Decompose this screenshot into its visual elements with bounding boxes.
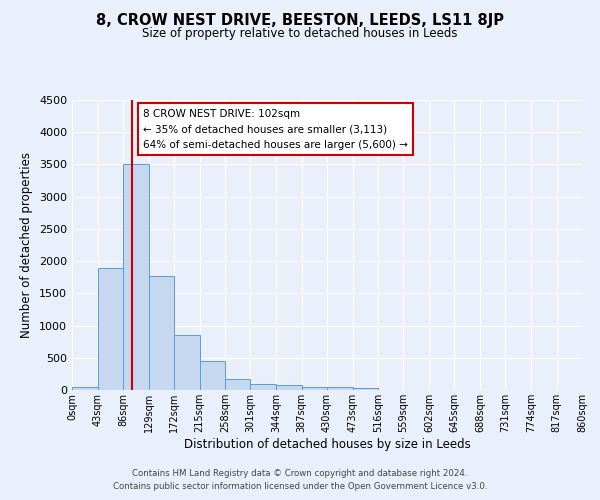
Text: Contains HM Land Registry data © Crown copyright and database right 2024.: Contains HM Land Registry data © Crown c… [132,468,468,477]
Bar [72,387,97,390]
Bar [353,388,378,390]
Bar [123,164,149,390]
Y-axis label: Number of detached properties: Number of detached properties [20,152,34,338]
Text: Size of property relative to detached houses in Leeds: Size of property relative to detached ho… [142,28,458,40]
Bar [302,387,327,390]
Text: Contains public sector information licensed under the Open Government Licence v3: Contains public sector information licen… [113,482,487,491]
Text: 8 CROW NEST DRIVE: 102sqm
← 35% of detached houses are smaller (3,113)
64% of se: 8 CROW NEST DRIVE: 102sqm ← 35% of detac… [143,108,408,150]
Bar [276,385,302,390]
Bar [327,388,353,390]
Bar [199,361,225,390]
Bar [149,276,174,390]
X-axis label: Distribution of detached houses by size in Leeds: Distribution of detached houses by size … [184,438,470,450]
Bar [225,378,251,390]
Text: 8, CROW NEST DRIVE, BEESTON, LEEDS, LS11 8JP: 8, CROW NEST DRIVE, BEESTON, LEEDS, LS11… [96,12,504,28]
Bar [251,384,276,390]
Bar [174,335,199,390]
Bar [97,268,123,390]
